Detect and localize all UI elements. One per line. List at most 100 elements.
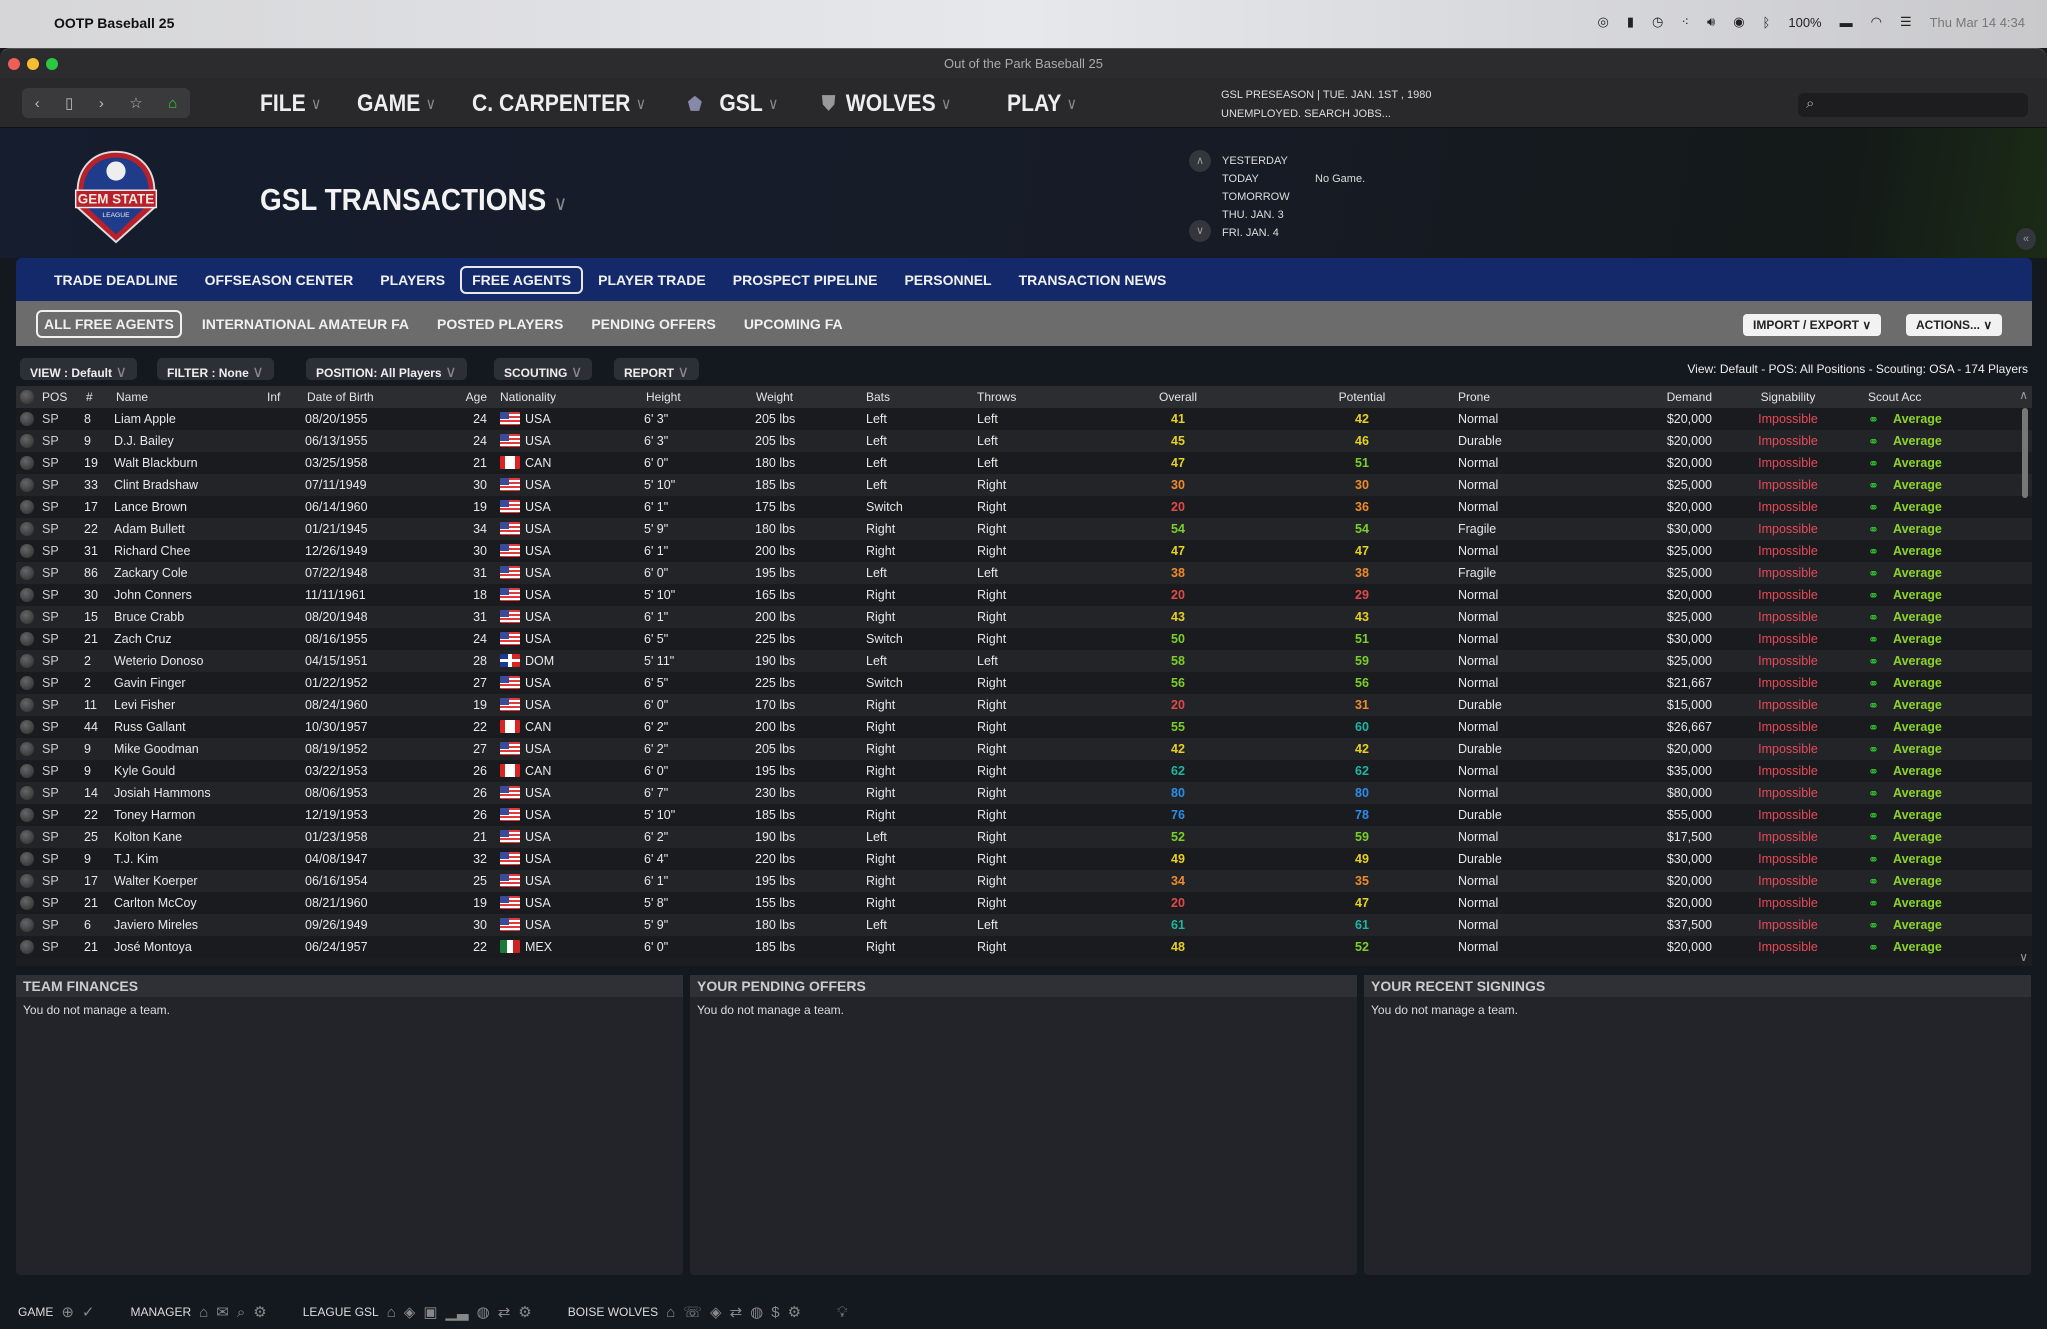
home-icon[interactable]: ⌂	[199, 1303, 209, 1321]
row-select-radio[interactable]	[20, 896, 34, 910]
row-select-radio[interactable]	[20, 500, 34, 514]
column-header-bats[interactable]: Bats	[866, 390, 891, 404]
column-header-demand[interactable]: Demand	[1666, 390, 1712, 404]
mail-icon[interactable]: ✉	[216, 1304, 229, 1321]
table-row[interactable]: SP 14 Josiah Hammons 08/06/1953 26 USA 6' 7" 23…	[16, 782, 2032, 804]
control-center-icon[interactable]: ☰	[1899, 14, 1912, 29]
volume-icon[interactable]: 🔊︎	[1707, 14, 1716, 29]
creative-cloud-icon[interactable]: ◎	[1597, 14, 1609, 29]
table-row[interactable]: SP 9 Mike Goodman 08/19/1952 27 USA 6' 2" 205 l…	[16, 738, 2032, 760]
cell-name[interactable]: Lance Brown	[114, 500, 187, 514]
card-icon[interactable]: ▣	[423, 1304, 438, 1321]
cell-name[interactable]: T.J. Kim	[114, 852, 159, 866]
table-row[interactable]: SP 2 Weterio Donoso 04/15/1951 28 DOM 5' 11" 19…	[16, 650, 2032, 672]
subtab-posted-players[interactable]: POSTED PLAYERS	[437, 315, 564, 332]
close-window-button[interactable]	[8, 58, 20, 70]
row-select-radio[interactable]	[20, 588, 34, 602]
search-input[interactable]: ⌕	[1798, 93, 2028, 117]
gear-icon[interactable]: ⚙	[253, 1304, 267, 1321]
scroll-up-icon[interactable]: ∧	[2019, 388, 2028, 402]
column-header-date-of-birth[interactable]: Date of Birth	[307, 390, 374, 404]
menu-league[interactable]: ⬟ GSL ∨	[688, 90, 778, 118]
baseball-icon[interactable]: ◍	[476, 1304, 490, 1321]
table-row[interactable]: SP 21 Zach Cruz 08/16/1955 24 USA 6' 5" 225 lbs…	[16, 628, 2032, 650]
table-row[interactable]: SP 9 T.J. Kim 04/08/1947 32 USA 6' 4" 220 lbs Ri…	[16, 848, 2032, 870]
cell-name[interactable]: Zach Cruz	[114, 632, 172, 646]
search-icon[interactable]: ⌕	[236, 1303, 246, 1321]
tab-players[interactable]: PLAYERS	[380, 271, 446, 288]
tab-prospect-pipeline[interactable]: PROSPECT PIPELINE	[732, 271, 878, 288]
column-header-age[interactable]: Age	[465, 390, 487, 404]
table-row[interactable]: SP 30 John Conners 11/11/1961 18 USA 5' 10" 165…	[16, 584, 2032, 606]
table-row[interactable]: SP 11 Levi Fisher 08/24/1960 19 USA 6' 0" 170 l…	[16, 694, 2032, 716]
row-select-radio[interactable]	[20, 764, 34, 778]
table-row[interactable]: SP 19 Walt Blackburn 03/25/1958 21 CAN 6' 0" 18…	[16, 452, 2032, 474]
time-machine-icon[interactable]: ◷	[1652, 14, 1664, 29]
scouting-dropdown[interactable]: SCOUTING ∨	[494, 358, 593, 381]
collapse-panel-icon[interactable]: «	[2016, 228, 2036, 250]
row-select-radio[interactable]	[20, 830, 34, 844]
column-header-[interactable]: #	[86, 390, 93, 404]
bookmark-star-icon[interactable]: ☆	[129, 95, 143, 112]
phone-icon[interactable]: ☏	[683, 1304, 703, 1321]
menu-file[interactable]: FILE ∨	[260, 90, 321, 118]
row-select-radio[interactable]	[20, 632, 34, 646]
cell-name[interactable]: D.J. Bailey	[114, 434, 174, 448]
home-icon[interactable]: ⌂	[168, 94, 178, 112]
row-select-radio[interactable]	[20, 874, 34, 888]
column-header-throws[interactable]: Throws	[977, 390, 1017, 404]
cell-name[interactable]: Javiero Mireles	[114, 918, 199, 932]
table-row[interactable]: SP 22 Adam Bullett 01/21/1945 34 USA 5' 9" 180 …	[16, 518, 2032, 540]
row-select-radio[interactable]	[20, 742, 34, 756]
cell-name[interactable]: Richard Chee	[114, 544, 191, 558]
view-dropdown[interactable]: VIEW : Default ∨	[20, 358, 138, 381]
cell-name[interactable]: Levi Fisher	[114, 698, 176, 712]
row-select-radio[interactable]	[20, 456, 34, 470]
airdrop-icon[interactable]: ◉	[1733, 14, 1745, 29]
menu-play[interactable]: PLAY ∨	[1007, 90, 1077, 118]
cell-name[interactable]: John Conners	[114, 588, 192, 602]
dates-down-button[interactable]: ∨	[1189, 220, 1211, 242]
cell-name[interactable]: Zackary Cole	[114, 566, 188, 580]
table-row[interactable]: SP 15 Bruce Crabb 08/20/1948 31 USA 6' 1" 200 l…	[16, 606, 2032, 628]
tab-transaction-news[interactable]: TRANSACTION NEWS	[1018, 271, 1167, 288]
subtab-pending-offers[interactable]: PENDING OFFERS	[591, 315, 716, 332]
actions-button[interactable]: ACTIONS... ∨	[1906, 314, 2003, 336]
row-select-radio[interactable]	[20, 676, 34, 690]
column-header-nationality[interactable]: Nationality	[500, 390, 557, 404]
column-header-signability[interactable]: Signability	[1760, 390, 1816, 404]
date-item[interactable]: THU. JAN. 3	[1222, 209, 1284, 221]
diamond-icon[interactable]: ◈	[403, 1304, 416, 1321]
column-header-overall[interactable]: Overall	[1158, 390, 1197, 404]
table-row[interactable]: SP 17 Walter Koerper 06/16/1954 25 USA 6' 1" 19…	[16, 870, 2032, 892]
cell-name[interactable]: Clint Bradshaw	[114, 478, 199, 492]
cell-name[interactable]: Walter Koerper	[114, 874, 198, 888]
cell-name[interactable]: Bruce Crabb	[114, 610, 185, 624]
menu-manager[interactable]: C. CARPENTER ∨	[472, 90, 646, 118]
row-select-radio[interactable]	[20, 544, 34, 558]
row-select-radio[interactable]	[20, 852, 34, 866]
subtab-all-free-agents[interactable]: ALL FREE AGENTS	[36, 309, 182, 338]
column-header-prone[interactable]: Prone	[1458, 390, 1491, 404]
job-status-link[interactable]: UNEMPLOYED. SEARCH JOBS...	[1221, 108, 1391, 120]
notification-icon[interactable]: ▮	[1626, 14, 1635, 29]
filter-dropdown[interactable]: FILTER : None ∨	[157, 358, 274, 381]
row-select-radio[interactable]	[20, 918, 34, 932]
cell-name[interactable]: Kyle Gould	[114, 764, 176, 778]
cell-name[interactable]: Russ Gallant	[114, 720, 186, 734]
column-header-name[interactable]: Name	[116, 390, 149, 404]
date-item[interactable]: TOMORROW	[1222, 191, 1290, 203]
report-dropdown[interactable]: REPORT ∨	[614, 358, 700, 381]
forward-icon[interactable]: ›	[98, 94, 104, 112]
globe-icon[interactable]: ⊕	[61, 1304, 74, 1321]
date-item[interactable]: TODAY No Game.	[1222, 170, 1365, 188]
cell-name[interactable]: Adam Bullett	[114, 522, 185, 536]
table-row[interactable]: SP 25 Kolton Kane 01/23/1958 21 USA 6' 2" 190 l…	[16, 826, 2032, 848]
dollar-icon[interactable]: $	[771, 1303, 780, 1321]
row-select-radio[interactable]	[20, 654, 34, 668]
table-row[interactable]: SP 33 Clint Bradshaw 07/11/1949 30 USA 5' 10" 1…	[16, 474, 2032, 496]
import-export-button[interactable]: IMPORT / EXPORT ∨	[1743, 314, 1882, 336]
table-row[interactable]: SP 9 D.J. Bailey 06/13/1955 24 USA 6' 3" 205 lb…	[16, 430, 2032, 452]
row-select-radio[interactable]	[20, 412, 34, 426]
subtab-international-amateur-fa[interactable]: INTERNATIONAL AMATEUR FA	[201, 315, 410, 332]
